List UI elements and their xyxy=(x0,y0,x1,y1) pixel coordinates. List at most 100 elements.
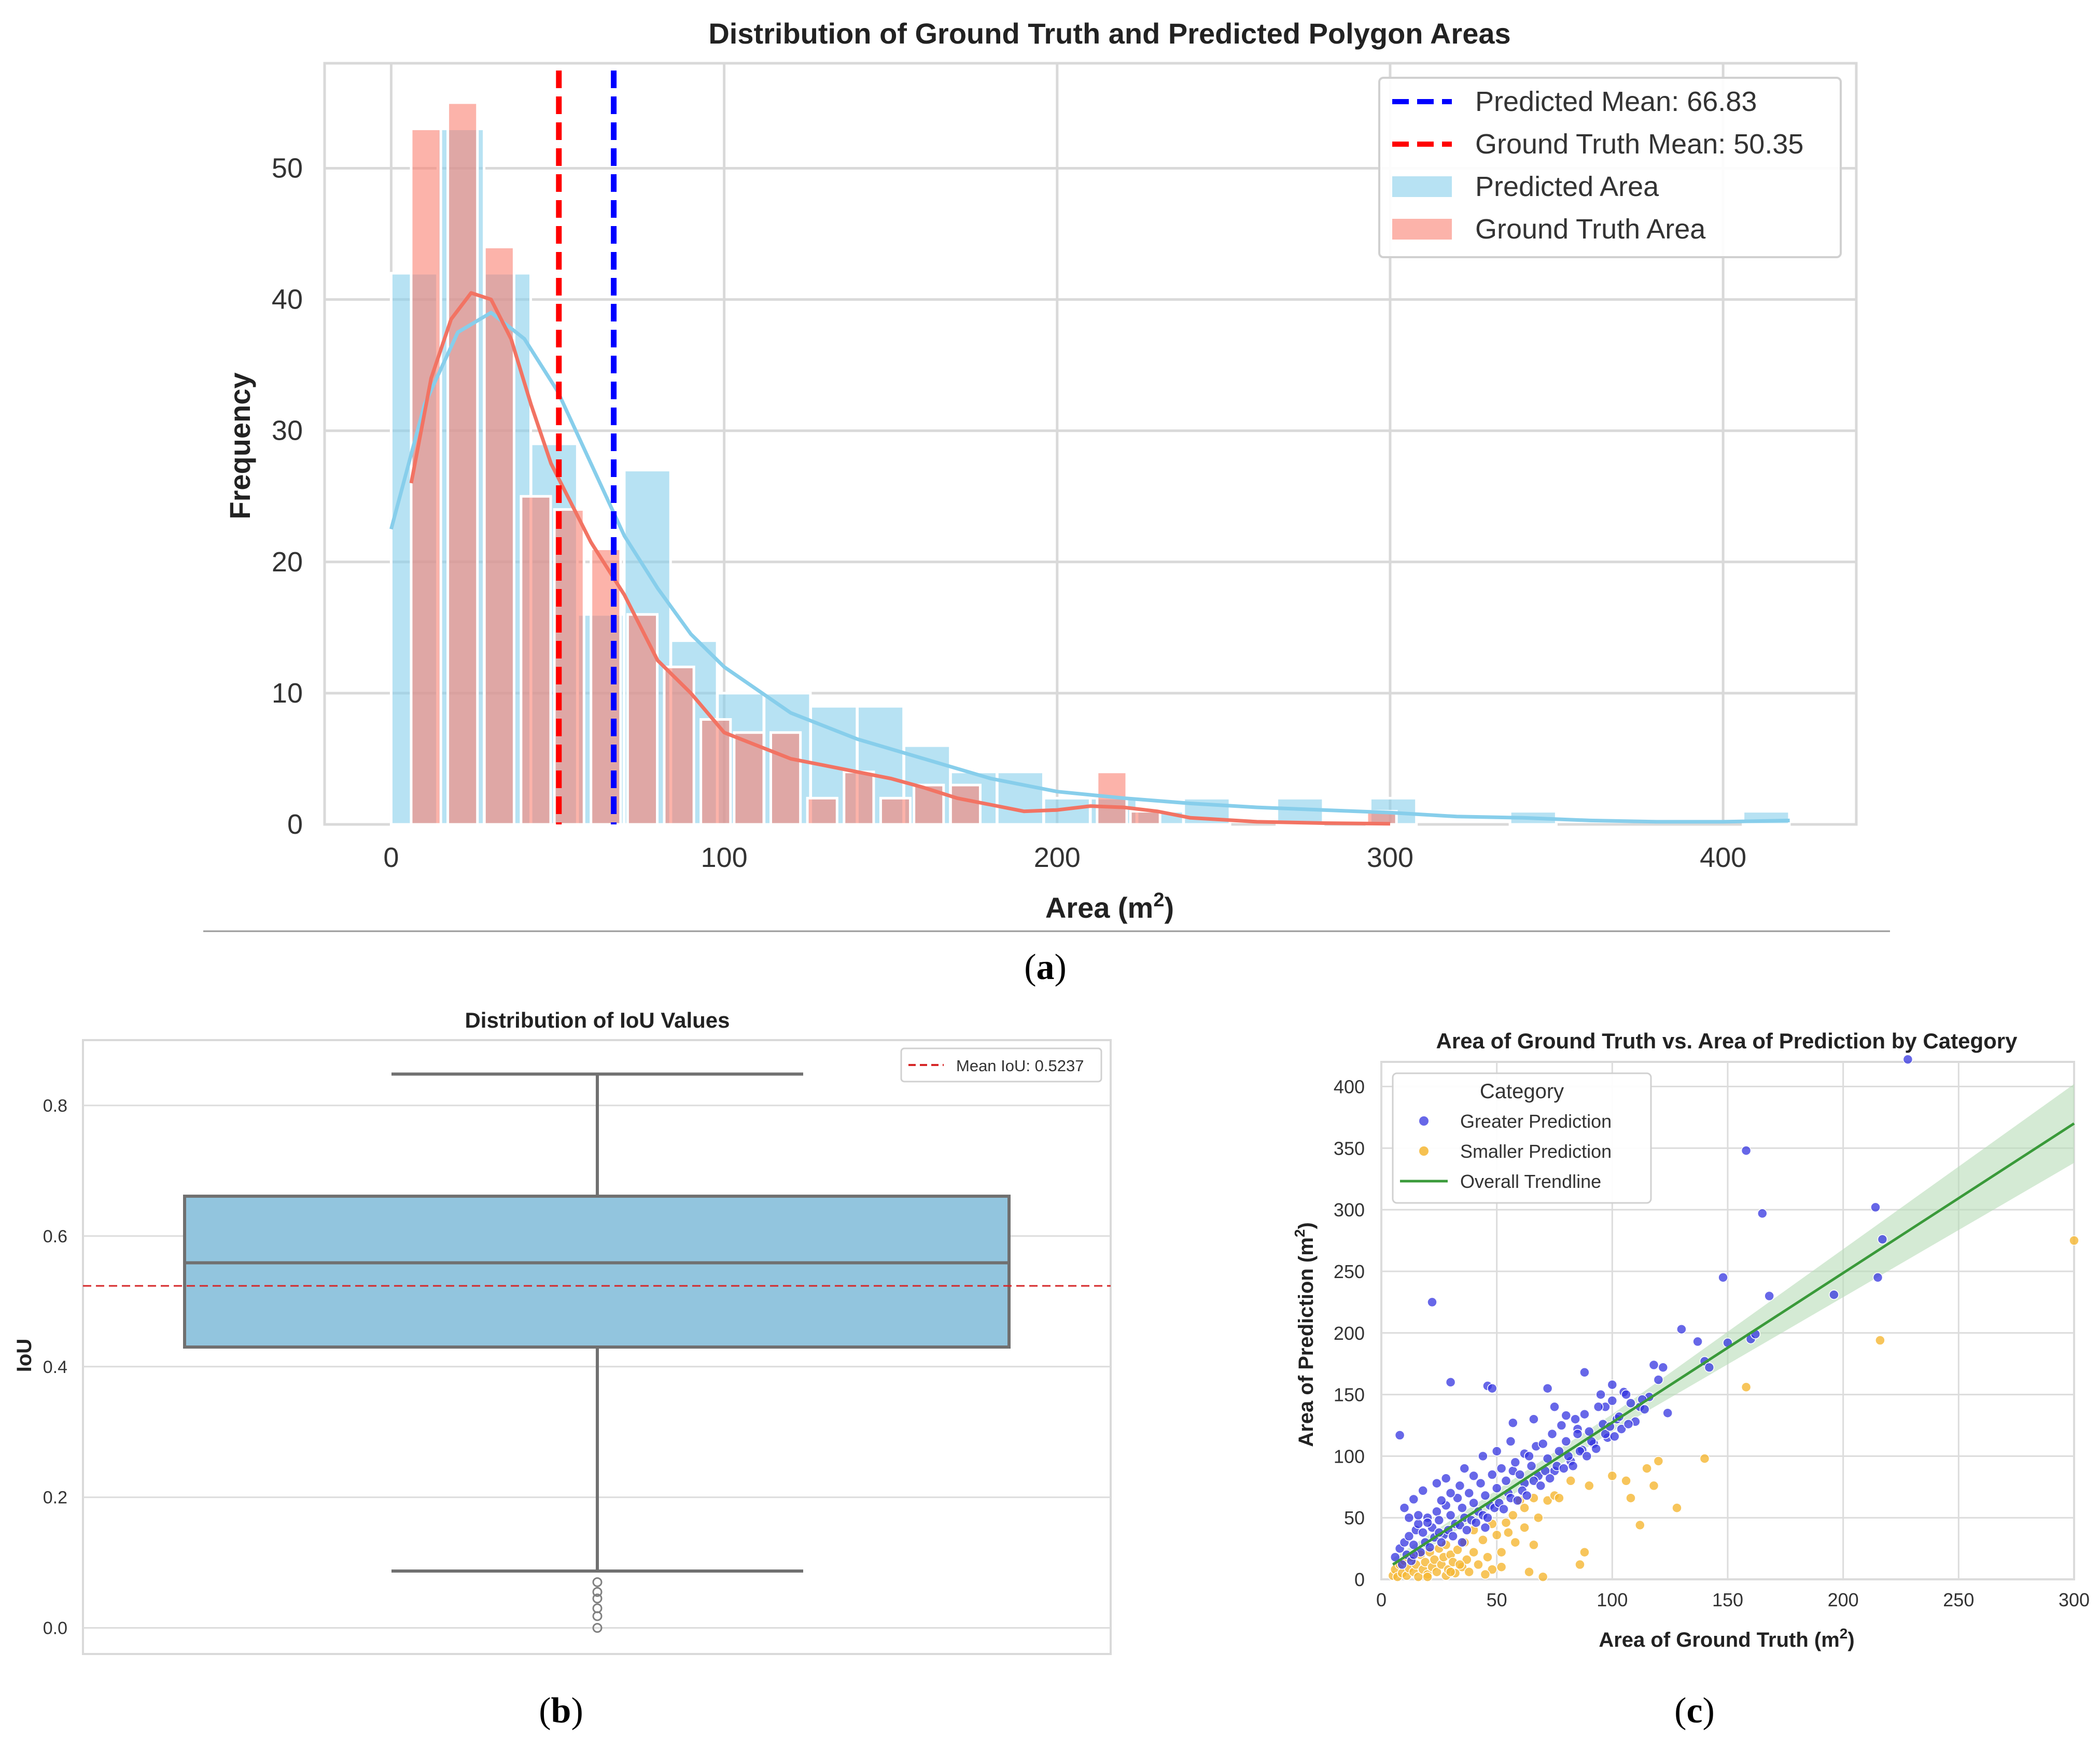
panel-a-y-tick-1: 10 xyxy=(272,678,303,709)
panel-c-x-label-close: ) xyxy=(1847,1629,1854,1651)
panel-b-legend-box xyxy=(900,1047,1102,1083)
panel-b-box xyxy=(83,1072,1111,1633)
panel-c-smaller-point-77 xyxy=(1579,1547,1590,1558)
panel-a-mean-lines xyxy=(556,71,617,824)
panel-c-smaller-point-61 xyxy=(1653,1456,1664,1466)
panel-c-greater-point-38 xyxy=(1902,1054,1913,1064)
panel-c-y-tick-2: 100 xyxy=(1334,1446,1365,1467)
panel-c-greater-point-83 xyxy=(1561,1436,1572,1447)
panel-c-greater-point-35 xyxy=(1870,1202,1881,1213)
panel-c-greater-point-37 xyxy=(1877,1234,1888,1244)
panel-c-y-tick-5: 250 xyxy=(1334,1261,1365,1282)
panel-c-greater-point-127 xyxy=(1545,1473,1555,1483)
panel-b-outlier-0 xyxy=(592,1623,603,1633)
panel-c-x-tick-0: 0 xyxy=(1376,1589,1387,1610)
panel-c-trend-line xyxy=(1392,1122,2075,1566)
panel-c-smaller-point-62 xyxy=(1672,1503,1682,1513)
panel-a-ground-truth-bars xyxy=(410,101,1398,826)
panel-c-greater-point-124 xyxy=(1529,1476,1539,1486)
panel-a-ground-truth-bar-17 xyxy=(1129,810,1161,826)
panel-c-greater-point-149 xyxy=(1436,1495,1447,1506)
panel-a-ground-truth-bar-13 xyxy=(879,796,912,826)
panel-a-ground-truth-bar-10 xyxy=(769,731,802,826)
panel-c-greater-point-144 xyxy=(1408,1494,1419,1505)
panel-c-greater-point-160 xyxy=(1457,1537,1467,1548)
panel-c-greater-point-70 xyxy=(1510,1457,1521,1468)
panel-c-greater-point-36 xyxy=(1872,1272,1883,1283)
panel-c-greater-point-42 xyxy=(1404,1531,1415,1541)
panel-c-legend: Category Greater Prediction Smaller Pred… xyxy=(1392,1072,1652,1204)
panel-a-x-label-sup: 2 xyxy=(1153,889,1164,911)
panel-c-smaller-point-33 xyxy=(1468,1547,1479,1558)
panel-c-greater-point-55 xyxy=(1452,1493,1463,1503)
panel-c-smaller-point-40 xyxy=(1501,1517,1511,1528)
panel-c-greater-point-146 xyxy=(1418,1485,1428,1496)
panel-c-smaller-point-19 xyxy=(1432,1566,1442,1577)
panel-c-smaller-point-66 xyxy=(2069,1235,2079,1246)
panel-c-greater-point-108 xyxy=(1436,1537,1447,1548)
panel-b-y-tick-0: 0.0 xyxy=(43,1619,67,1638)
panel-c-smaller-point-46 xyxy=(1524,1566,1534,1577)
caption-a: (a) xyxy=(1024,947,1067,987)
panel-a-x-tick-2: 200 xyxy=(1034,842,1081,873)
panel-c-greater-point-17 xyxy=(1626,1398,1636,1408)
panel-c-greater-point-125 xyxy=(1535,1480,1546,1491)
panel-c-smaller-point-58 xyxy=(1635,1520,1645,1531)
panel-c-smaller-point-69 xyxy=(1422,1572,1433,1582)
panel-c-greater-point-32 xyxy=(1757,1208,1768,1219)
panel-c-x-tick-4: 200 xyxy=(1828,1589,1859,1610)
panel-c-greater-point-61 xyxy=(1475,1478,1486,1489)
legend-ground-truth-area-swatch xyxy=(1392,219,1452,240)
panel-c-greater-point-33 xyxy=(1764,1291,1774,1301)
panel-c-x-axis-label: Area of Ground Truth (m2) xyxy=(1599,1625,1854,1651)
panel-c-greater-point-133 xyxy=(1581,1451,1592,1462)
panel-c-greater-point-2 xyxy=(1445,1377,1456,1387)
panel-a-histogram: Distribution of Ground Truth and Predict… xyxy=(203,17,1890,987)
panel-c-greater-point-24 xyxy=(1692,1336,1703,1347)
panel-a-ground-truth-bar-9 xyxy=(733,731,765,826)
panel-c-smaller-point-37 xyxy=(1487,1564,1497,1575)
panel-c-smaller-point-57 xyxy=(1621,1476,1631,1486)
panel-c-greater-point-156 xyxy=(1491,1446,1502,1456)
panel-c-greater-point-21 xyxy=(1658,1362,1669,1373)
panel-c-greater-point-82 xyxy=(1556,1420,1567,1431)
panel-c-greater-point-145 xyxy=(1413,1510,1424,1521)
panel-c-greater-point-13 xyxy=(1595,1389,1606,1400)
panel-b-outlier-2 xyxy=(592,1603,603,1614)
panel-c-greater-point-161 xyxy=(1480,1522,1491,1533)
caption-c: (c) xyxy=(1674,1691,1715,1731)
panel-b-y-tick-2: 0.4 xyxy=(43,1357,67,1377)
panel-c-greater-point-53 xyxy=(1445,1510,1456,1521)
panel-a-ground-truth-bar-8 xyxy=(699,718,732,826)
panel-b-y-tick-3: 0.6 xyxy=(43,1227,67,1246)
panel-c-greater-point-49 xyxy=(1432,1506,1442,1517)
panel-c-greater-point-64 xyxy=(1487,1469,1497,1480)
panel-a-y-tick-3: 30 xyxy=(272,415,303,446)
panel-c-greater-point-10 xyxy=(1561,1410,1572,1421)
panel-a-x-label-close: ) xyxy=(1165,891,1174,924)
panel-c-greater-point-142 xyxy=(1399,1503,1410,1513)
panel-c-greater-point-71 xyxy=(1515,1469,1525,1480)
panel-c-smaller-point-55 xyxy=(1584,1480,1594,1491)
panel-c-smaller-point-63 xyxy=(1699,1453,1710,1464)
panel-c-greater-point-157 xyxy=(1505,1436,1516,1447)
panel-b-y-axis-label: IoU xyxy=(13,1339,36,1372)
panel-a-x-tick-0: 0 xyxy=(383,842,399,873)
panel-c-smaller-point-14 xyxy=(1420,1557,1431,1567)
panel-c-smaller-point-75 xyxy=(1519,1503,1530,1513)
panel-c-smaller-point-52 xyxy=(1554,1493,1564,1503)
panel-c-greater-point-147 xyxy=(1422,1517,1433,1528)
panel-c-greater-point-27 xyxy=(1718,1272,1728,1283)
panel-a-legend-box xyxy=(1378,77,1842,258)
panel-c-smaller-point-70 xyxy=(1480,1569,1491,1580)
panel-a-y-tick-4: 40 xyxy=(272,284,303,315)
panel-c-smaller-point-50 xyxy=(1542,1495,1553,1506)
panel-a-x-tick-4: 400 xyxy=(1700,842,1746,873)
panel-b-boxplot: Distribution of IoU Values 0.00.20.40.60… xyxy=(13,1008,1112,1731)
panel-c-smaller-point-71 xyxy=(1496,1562,1507,1572)
panel-c-greater-point-91 xyxy=(1593,1401,1604,1412)
panel-c-greater-point-140 xyxy=(1623,1419,1634,1429)
legend-mean-iou-label: Mean IoU: 0.5237 xyxy=(956,1057,1084,1075)
panel-c-smaller-point-42 xyxy=(1508,1510,1518,1521)
panel-a-ground-truth-bar-15 xyxy=(949,783,982,826)
